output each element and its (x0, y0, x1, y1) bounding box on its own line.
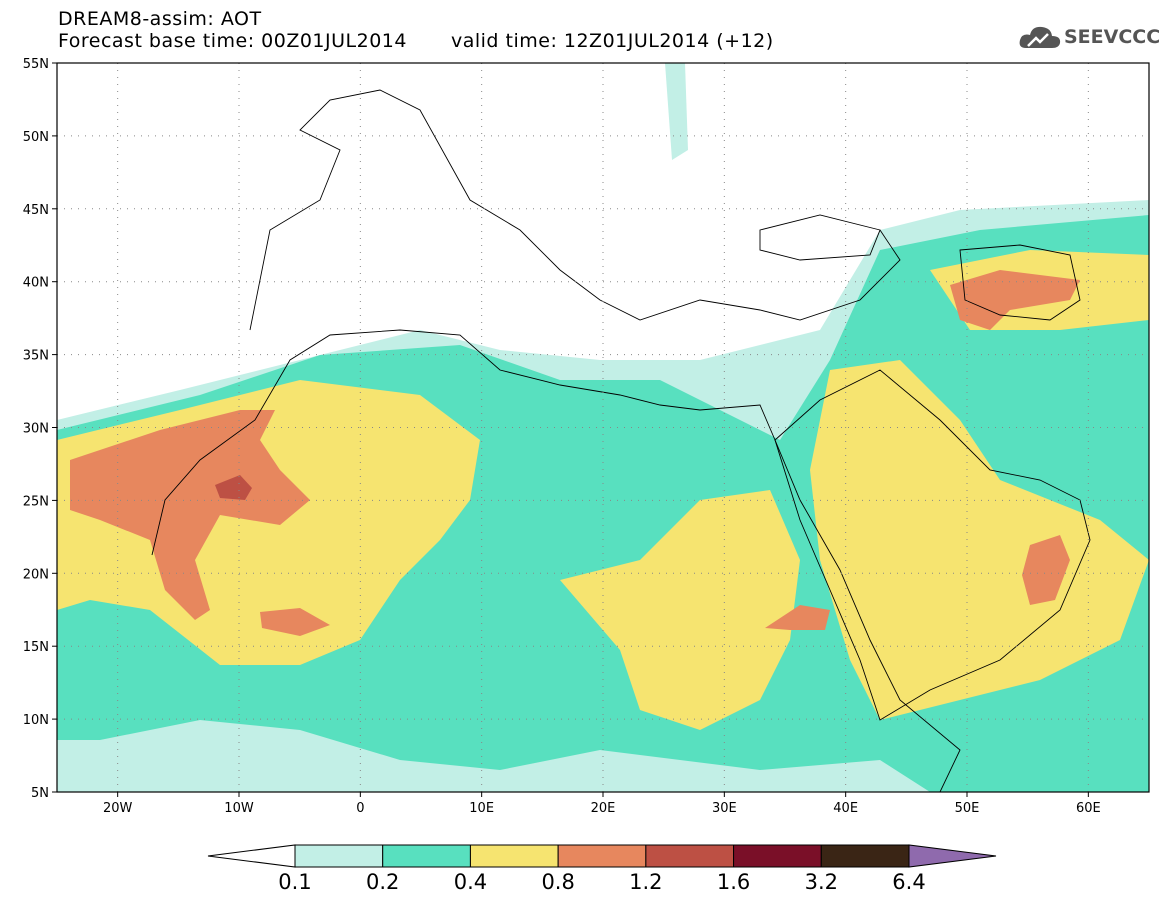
lat-tick-label: 35N (23, 349, 49, 364)
aot-band-0.1-plume (665, 63, 688, 160)
lon-tick-label: 0 (356, 801, 364, 816)
title-line-1: DREAM8-assim: AOT (58, 8, 262, 30)
colorbar-label: 0.4 (454, 870, 487, 894)
colorbar-label: 3.2 (805, 870, 838, 894)
lon-tick-label: 50E (955, 801, 980, 816)
lon-tick-label: 10W (224, 801, 254, 816)
arabia-coastline (774, 369, 1091, 721)
coastlines (151, 89, 1091, 792)
lat-tick-label: 25N (23, 494, 49, 509)
title-line-2: Forecast base time: 00Z01JUL2014 valid ti… (58, 30, 774, 52)
lat-tick-label: 55N (23, 57, 49, 72)
colorbar-label: 1.6 (717, 870, 750, 894)
colorbar-box (382, 844, 471, 868)
logo-text: SEEVCCC (1064, 26, 1161, 48)
aot-band-0.8-mali (260, 608, 330, 636)
aot-band-0.8-oman (1022, 535, 1070, 605)
lon-tick-label: 10E (469, 801, 494, 816)
lat-tick-label: 10N (23, 713, 49, 728)
lon-tick-label: 30E (712, 801, 737, 816)
colorbar-label: 1.2 (629, 870, 662, 894)
colorbar-max-arrow (908, 844, 997, 868)
europe-coastline (249, 89, 901, 331)
lon-tick-label: 60E (1076, 801, 1101, 816)
aot-band-0.8-sahara (70, 410, 310, 620)
colorbar-label: 0.2 (366, 870, 399, 894)
aot-contours (57, 63, 1149, 792)
colorbar-box (733, 844, 822, 868)
colorbar-box (557, 844, 647, 868)
lon-tick-label: 40E (833, 801, 858, 816)
lat-tick-label: 15N (23, 640, 49, 655)
caspian-coastline (959, 244, 1081, 321)
africa-coastline (151, 329, 961, 792)
colorbar-label: 0.8 (541, 870, 574, 894)
lat-tick-label: 30N (23, 422, 49, 437)
valid-time-label: valid time: 12Z01JUL2014 (+12) (450, 30, 774, 52)
base-time-label: Forecast base time: 00Z01JUL2014 (58, 30, 407, 52)
colorbar: 0.1 0.2 0.4 0.8 1.2 1.6 3.2 6.4 (207, 844, 997, 894)
lat-tick-label: 45N (23, 203, 49, 218)
aot-band-0.4-arabia (810, 360, 1149, 720)
aot-band-0.8-caspian (950, 270, 1080, 330)
lon-tick-label: 20W (103, 801, 133, 816)
map-title: DREAM8-assim: AOT Forecast base time: 00… (58, 8, 774, 52)
colorbar-box (645, 844, 735, 868)
cloud-icon (1019, 26, 1061, 48)
aot-band-0.4-central (560, 490, 800, 730)
colorbar-box (294, 844, 384, 868)
seevccc-logo: SEEVCCC (1018, 22, 1160, 56)
lat-tick-label: 20N (23, 567, 49, 582)
colorbar-box (469, 844, 559, 868)
colorbar-min-arrow (207, 844, 296, 868)
map-grid (57, 63, 1149, 792)
lon-tick-label: 20E (591, 801, 616, 816)
aot-band-1.2 (215, 475, 252, 500)
blacksea-coastline (759, 214, 881, 261)
lat-axis: 55N 50N 45N 40N 35N 30N 25N 20N 15N 10N 5N (23, 57, 57, 801)
lon-axis: 20W 10W 0 10E 20E 30E 40E 50E 60E (103, 792, 1101, 816)
lat-tick-label: 50N (23, 130, 49, 145)
lat-tick-label: 5N (31, 786, 49, 801)
colorbar-label: 0.1 (278, 870, 311, 894)
lat-tick-label: 40N (23, 276, 49, 291)
aot-band-0.8-sudan (765, 605, 830, 630)
colorbar-label: 6.4 (892, 870, 925, 894)
colorbar-box (820, 844, 910, 868)
